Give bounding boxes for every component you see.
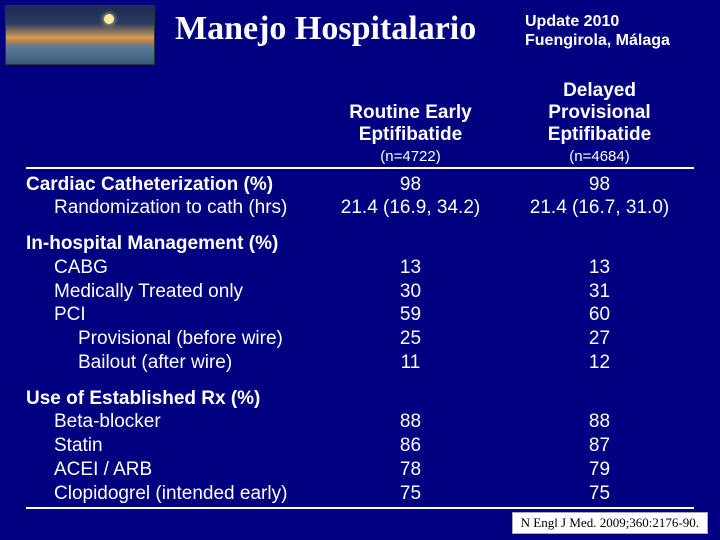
- rule-top: [26, 167, 694, 169]
- row-clopidogrel: Clopidogrel (intended early) 75 75: [26, 482, 694, 506]
- subtitle-line-2: Fuengirola, Málaga: [525, 31, 670, 50]
- row-provisional: Provisional (before wire) 25 27: [26, 327, 694, 351]
- slide-subtitle: Update 2010 Fuengirola, Málaga: [525, 12, 670, 50]
- row-statin: Statin 86 87: [26, 434, 694, 458]
- row-acei: ACEI / ARB 78 79: [26, 458, 694, 482]
- row-pci: PCI 59 60: [26, 303, 694, 327]
- col2-n: (n=4684): [505, 146, 694, 165]
- row-bailout: Bailout (after wire) 11 12: [26, 351, 694, 375]
- row-beta: Beta-blocker 88 88: [26, 410, 694, 434]
- slide-title: Manejo Hospitalario: [175, 10, 476, 48]
- row-rx-header: Use of Established Rx (%): [26, 387, 694, 411]
- row-cath-hrs: Randomization to cath (hrs) 21.4 (16.9, …: [26, 196, 694, 220]
- data-table: Routine Early Eptifibatide Delayed Provi…: [26, 80, 694, 509]
- rule-bottom: [26, 507, 694, 509]
- col2-header: Delayed Provisional Eptifibatide: [505, 80, 694, 146]
- col1-header: Routine Early Eptifibatide: [316, 102, 505, 146]
- row-cath-header: Cardiac Catheterization (%) 98 98: [26, 173, 694, 197]
- col1-n: (n=4722): [316, 146, 505, 165]
- row-med: Medically Treated only 30 31: [26, 280, 694, 304]
- n-counts: (n=4722) (n=4684): [26, 146, 694, 165]
- column-headers: Routine Early Eptifibatide Delayed Provi…: [26, 80, 694, 146]
- row-cabg: CABG 13 13: [26, 256, 694, 280]
- citation-box: N Engl J Med. 2009;360:2176-90.: [512, 512, 708, 534]
- header-photo: [5, 5, 155, 65]
- subtitle-line-1: Update 2010: [525, 12, 670, 31]
- row-inhosp-header: In-hospital Management (%): [26, 232, 694, 256]
